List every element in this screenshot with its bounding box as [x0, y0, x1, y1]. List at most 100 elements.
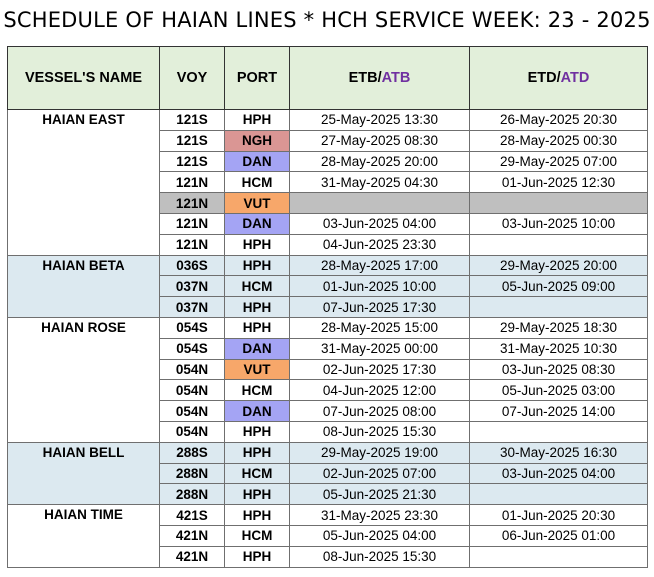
- etb-cell: 29-May-2025 19:00: [289, 441, 470, 464]
- etb-cell: 04-Jun-2025 23:30: [289, 233, 470, 256]
- table-row: 121S NGH 27-May-2025 08:30 28-May-2025 0…: [8, 129, 648, 152]
- port-cell: HPH: [224, 254, 290, 277]
- etb-cell: 25-May-2025 13:30: [289, 109, 470, 131]
- voy-cell: 288N: [159, 483, 225, 506]
- header-etb-atb: ETB/ATB: [289, 46, 470, 110]
- voy-cell: 054N: [159, 379, 225, 402]
- header-etb: ETB/: [348, 69, 382, 86]
- etd-cell: 30-May-2025 16:30: [469, 441, 648, 464]
- voy-cell: 121N: [159, 192, 225, 214]
- port-cell: DAN: [224, 150, 290, 173]
- vessel-name-cell: HAIAN BELL: [7, 441, 160, 506]
- table-row: 037N HCM 01-Jun-2025 10:00 05-Jun-2025 0…: [8, 275, 648, 298]
- port-cell: HPH: [224, 233, 290, 256]
- voy-cell: 054S: [159, 316, 225, 339]
- table-row: 054N HPH 08-Jun-2025 15:30: [8, 420, 648, 443]
- voy-cell: 036S: [159, 254, 225, 277]
- etd-cell: 07-Jun-2025 14:00: [469, 400, 648, 422]
- table-row: 121N DAN 03-Jun-2025 04:00 03-Jun-2025 1…: [8, 212, 648, 235]
- table-row: 421N HCM 05-Jun-2025 04:00 06-Jun-2025 0…: [8, 524, 648, 547]
- port-cell: HPH: [224, 420, 290, 443]
- etb-cell: 01-Jun-2025 10:00: [289, 275, 470, 298]
- etd-cell: 29-May-2025 18:30: [469, 316, 648, 339]
- voy-cell: 054N: [159, 358, 225, 381]
- etb-cell: 07-Jun-2025 17:30: [289, 296, 470, 318]
- etd-cell: 31-May-2025 10:30: [469, 337, 648, 360]
- table-row: 054S DAN 31-May-2025 00:00 31-May-2025 1…: [8, 337, 648, 360]
- etb-cell: 08-Jun-2025 15:30: [289, 420, 470, 443]
- etd-cell: 05-Jun-2025 03:00: [469, 379, 648, 402]
- etd-cell: [469, 420, 648, 443]
- port-cell: DAN: [224, 337, 290, 360]
- table-row: 037N HPH 07-Jun-2025 17:30: [8, 296, 648, 318]
- table-row: 121S DAN 28-May-2025 20:00 29-May-2025 0…: [8, 150, 648, 173]
- etb-cell: 31-May-2025 04:30: [289, 171, 470, 194]
- etb-cell: 27-May-2025 08:30: [289, 129, 470, 152]
- etb-cell: 28-May-2025 20:00: [289, 150, 470, 173]
- etb-cell: [289, 192, 470, 214]
- vessel-name-cell: HAIAN TIME: [7, 504, 160, 568]
- port-cell: VUT: [224, 192, 290, 214]
- etd-cell: [469, 296, 648, 318]
- voy-cell: 421S: [159, 504, 225, 526]
- voy-cell: 121N: [159, 233, 225, 256]
- voy-cell: 037N: [159, 296, 225, 318]
- header-etd-atd: ETD/ATD: [469, 46, 648, 110]
- port-cell: HCM: [224, 275, 290, 298]
- etb-cell: 07-Jun-2025 08:00: [289, 400, 470, 422]
- voy-cell: 054N: [159, 400, 225, 422]
- etd-cell: [469, 192, 648, 214]
- etd-cell: [469, 233, 648, 256]
- vessel-name-cell: HAIAN ROSE: [7, 316, 160, 443]
- port-cell: HPH: [224, 545, 290, 568]
- etb-cell: 05-Jun-2025 04:00: [289, 524, 470, 547]
- voy-cell: 288S: [159, 441, 225, 464]
- etd-cell: 05-Jun-2025 09:00: [469, 275, 648, 298]
- page-title: SCHEDULE OF HAIAN LINES * HCH SERVICE WE…: [3, 8, 651, 32]
- voy-cell: 121S: [159, 150, 225, 173]
- voy-cell: 037N: [159, 275, 225, 298]
- etb-cell: 28-May-2025 17:00: [289, 254, 470, 277]
- port-cell: HPH: [224, 109, 290, 131]
- port-cell: HPH: [224, 296, 290, 318]
- table-row: 288N HCM 02-Jun-2025 07:00 03-Jun-2025 0…: [8, 462, 648, 485]
- etd-cell: 01-Jun-2025 12:30: [469, 171, 648, 194]
- etd-cell: 03-Jun-2025 04:00: [469, 462, 648, 485]
- voy-cell: 054N: [159, 420, 225, 443]
- voy-cell: 121N: [159, 171, 225, 194]
- voy-cell: 054S: [159, 337, 225, 360]
- table-row: HAIAN ROSE 054S HPH 28-May-2025 15:00 29…: [7, 316, 648, 443]
- port-cell: NGH: [224, 129, 290, 152]
- etb-cell: 31-May-2025 00:00: [289, 337, 470, 360]
- etb-cell: 03-Jun-2025 04:00: [289, 212, 470, 235]
- vessel-name-cell: HAIAN BETA: [7, 254, 160, 318]
- header-vessel-name: VESSEL'S NAME: [7, 46, 160, 110]
- table-row: 421N HPH 08-Jun-2025 15:30: [8, 545, 648, 568]
- header-atb: ATB: [381, 69, 411, 86]
- etd-cell: 29-May-2025 20:00: [469, 254, 648, 277]
- etb-cell: 04-Jun-2025 12:00: [289, 379, 470, 402]
- voy-cell: 288N: [159, 462, 225, 485]
- etb-cell: 31-May-2025 23:30: [289, 504, 470, 526]
- table-row: HAIAN BELL 288S HPH 29-May-2025 19:00 30…: [7, 441, 648, 506]
- port-cell: HCM: [224, 462, 290, 485]
- header-etd: ETD/: [527, 69, 561, 86]
- table-row: HAIAN TIME 421S HPH 31-May-2025 23:30 01…: [7, 504, 648, 568]
- etd-cell: 03-Jun-2025 10:00: [469, 212, 648, 235]
- etd-cell: [469, 545, 648, 568]
- table-row: HAIAN BETA 036S HPH 28-May-2025 17:00 29…: [7, 254, 648, 318]
- table-row: 054N VUT 02-Jun-2025 17:30 03-Jun-2025 0…: [8, 358, 648, 381]
- etb-cell: 08-Jun-2025 15:30: [289, 545, 470, 568]
- etd-cell: 28-May-2025 00:30: [469, 129, 648, 152]
- etb-cell: 28-May-2025 15:00: [289, 316, 470, 339]
- port-cell: HPH: [224, 504, 290, 526]
- port-cell: DAN: [224, 212, 290, 235]
- port-cell: HCM: [224, 524, 290, 547]
- table-row: 054N HCM 04-Jun-2025 12:00 05-Jun-2025 0…: [8, 379, 648, 402]
- port-cell: HPH: [224, 483, 290, 506]
- voy-cell: 121S: [159, 129, 225, 152]
- port-cell: HPH: [224, 316, 290, 339]
- port-cell: HCM: [224, 171, 290, 194]
- table-row: 121N HPH 04-Jun-2025 23:30: [8, 233, 648, 256]
- etd-cell: [469, 483, 648, 506]
